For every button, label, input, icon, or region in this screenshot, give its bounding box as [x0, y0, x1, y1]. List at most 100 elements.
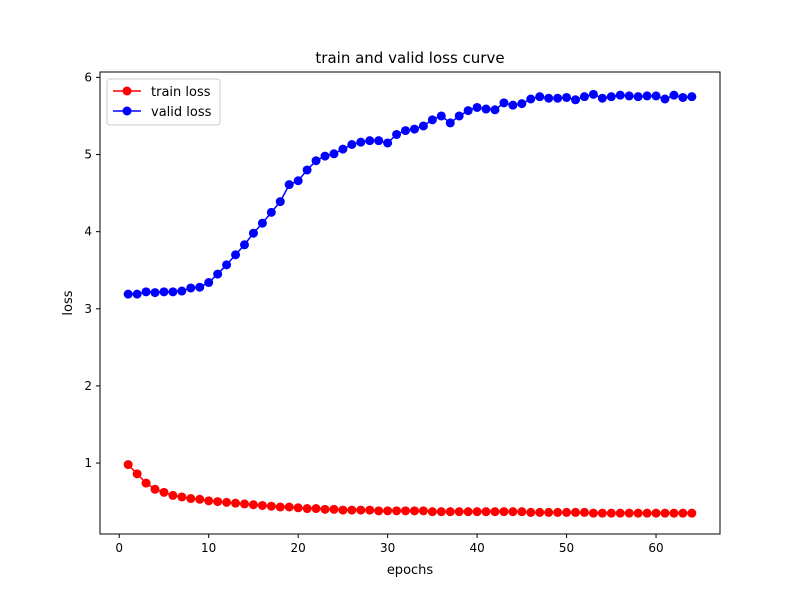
train-loss-point: [624, 508, 634, 518]
valid-loss-point: [544, 93, 554, 103]
valid-loss-point: [186, 283, 196, 293]
train-loss-point: [499, 507, 509, 517]
train-loss-point: [651, 508, 661, 518]
train-loss-point: [257, 500, 267, 510]
legend-marker-valid-loss: [122, 106, 132, 116]
valid-loss-point: [687, 92, 697, 102]
valid-loss-point: [418, 121, 428, 131]
train-loss-point: [239, 499, 249, 509]
train-loss-point: [562, 507, 572, 517]
valid-loss-point: [284, 180, 294, 190]
valid-loss-point: [588, 89, 598, 99]
valid-loss-point: [660, 94, 670, 104]
train-loss-point: [642, 508, 652, 518]
train-loss-point: [320, 504, 330, 514]
axes-frame: [99, 71, 721, 535]
valid-loss-point: [329, 149, 339, 159]
chart-title: train and valid loss curve: [315, 49, 504, 67]
train-loss-point: [445, 507, 455, 517]
train-loss-point: [463, 507, 473, 517]
train-loss-point: [266, 501, 276, 511]
train-loss-point: [660, 508, 670, 518]
train-loss-point: [472, 507, 482, 517]
x-tick-label: 40: [469, 541, 484, 555]
train-loss-point: [481, 507, 491, 517]
train-loss-point: [571, 507, 581, 517]
x-axis-ticks: 0 10 20 30 40 50 60: [115, 534, 664, 555]
valid-loss-point: [436, 111, 446, 121]
train-loss-point: [141, 478, 151, 488]
legend-item-valid-loss: valid loss: [113, 105, 212, 120]
train-loss-point: [186, 494, 196, 504]
valid-loss-point: [526, 94, 536, 104]
valid-loss-point: [248, 228, 258, 238]
valid-loss-point: [562, 92, 572, 102]
legend-label-valid-loss: valid loss: [151, 105, 212, 120]
y-tick-label: 6: [84, 70, 92, 84]
valid-loss-point: [231, 250, 241, 260]
train-loss-point: [231, 498, 241, 508]
legend-item-train-loss: train loss: [113, 85, 211, 100]
valid-loss-point: [356, 137, 366, 147]
valid-loss-point: [347, 140, 357, 150]
valid-loss-point: [535, 92, 545, 102]
train-loss-point: [526, 507, 536, 517]
train-loss-point: [123, 460, 133, 470]
valid-loss-point: [365, 136, 375, 146]
valid-loss-point: [266, 207, 276, 217]
train-loss-point: [535, 507, 545, 517]
valid-loss-point: [553, 93, 563, 103]
valid-loss-point: [150, 288, 160, 298]
train-loss-point: [329, 504, 339, 514]
train-loss-point: [222, 497, 232, 507]
train-loss-point: [284, 502, 294, 512]
train-loss-point: [454, 507, 464, 517]
valid-loss-point: [383, 138, 393, 148]
y-tick-label: 1: [84, 456, 92, 470]
valid-loss-point: [472, 102, 482, 112]
valid-loss-point: [132, 289, 142, 299]
train-loss-point: [418, 506, 428, 516]
valid-loss-point: [427, 115, 437, 125]
train-loss-series: [123, 460, 697, 518]
train-loss-point: [508, 507, 518, 517]
valid-loss-point: [293, 176, 303, 186]
valid-loss-point: [392, 129, 402, 139]
x-tick-label: 20: [291, 541, 306, 555]
valid-loss-point: [374, 136, 384, 146]
valid-loss-point: [669, 90, 679, 100]
valid-loss-point: [177, 286, 187, 296]
valid-loss-point: [401, 126, 411, 136]
valid-loss-point: [213, 269, 223, 279]
train-loss-point: [177, 492, 187, 502]
valid-loss-point: [311, 156, 321, 166]
valid-loss-point: [320, 151, 330, 161]
valid-loss-point: [159, 287, 169, 297]
valid-loss-point: [338, 144, 348, 154]
train-loss-point: [338, 505, 348, 515]
valid-loss-point: [481, 104, 491, 114]
train-loss-point: [347, 505, 357, 515]
valid-loss-line: [128, 93, 692, 295]
train-loss-point: [150, 484, 160, 494]
valid-loss-point: [499, 98, 509, 108]
train-loss-point: [588, 508, 598, 518]
valid-loss-point: [490, 105, 500, 115]
valid-loss-point: [606, 92, 616, 102]
valid-loss-point: [257, 218, 267, 228]
train-loss-point: [302, 504, 312, 514]
y-axis-ticks: 1 2 3 4 5 6: [84, 70, 100, 470]
valid-loss-point: [454, 111, 464, 121]
train-loss-point: [392, 506, 402, 516]
train-loss-point: [275, 502, 285, 512]
train-loss-point: [159, 487, 169, 497]
valid-loss-point: [141, 287, 151, 297]
valid-loss-point: [517, 99, 527, 109]
valid-loss-point: [579, 92, 589, 102]
x-tick-label: 60: [648, 541, 663, 555]
train-loss-point: [436, 507, 446, 517]
valid-loss-point: [651, 91, 661, 101]
valid-loss-point: [445, 118, 455, 128]
plot-area: [123, 89, 697, 518]
